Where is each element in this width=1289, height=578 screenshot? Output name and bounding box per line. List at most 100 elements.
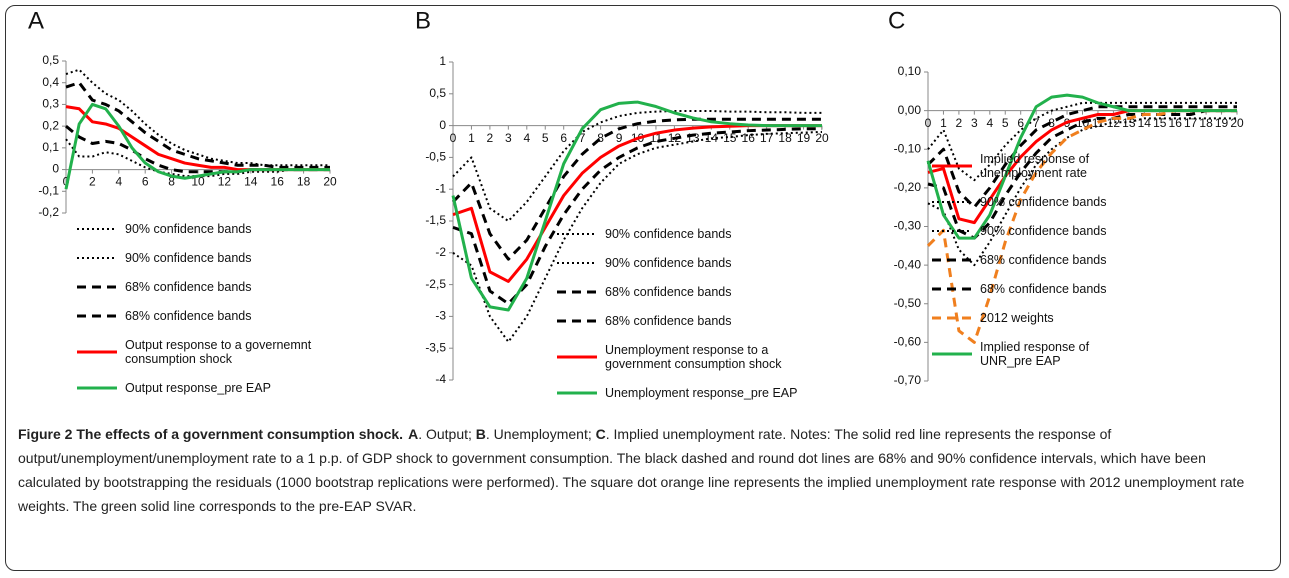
series-line [927,117,1237,267]
caption: Figure 2 The effects of a government con… [18,422,1263,518]
x-tick-label: 20 [1230,116,1244,130]
x-tick-label: 4 [115,175,122,189]
legend-swatch [932,316,972,320]
legend-item: 68% confidence bands [75,309,315,323]
x-tick-label: 6 [560,131,567,145]
legend-label: 90% confidence bands [125,222,252,236]
legend-swatch [932,230,972,232]
y-tick-label: -1 [435,181,446,195]
y-tick-label: -0,60 [894,335,922,349]
legend-item: Output response to a governemnt consumpt… [75,338,315,366]
x-tick-label: 16 [742,131,756,145]
legend-swatch [557,355,597,359]
y-tick-label: -3 [435,309,446,323]
legend-label: 90% confidence bands [125,251,252,265]
x-tick-label: 17 [760,131,774,145]
x-tick-label: 5 [542,131,549,145]
x-tick-label: 8 [1048,116,1055,130]
y-tick-label: -0,40 [894,257,922,271]
y-tick-label: -0,70 [894,373,922,387]
legend-label: 68% confidence bands [980,253,1107,267]
x-tick-label: 10 [191,175,205,189]
y-tick-label: 1 [439,54,446,68]
legend-label: 68% confidence bands [980,282,1107,296]
series-line [65,81,330,169]
caption-text: C [595,426,606,442]
y-tick-label: 0,10 [898,64,922,78]
y-tick-label: 0,00 [898,103,922,117]
y-tick-label: -4 [435,372,446,386]
legend-swatch [557,262,597,264]
legend-label: 68% confidence bands [605,314,732,328]
x-tick-label: 18 [297,175,311,189]
y-tick-label: -0,1 [38,183,59,197]
x-tick-label: 18 [1199,116,1213,130]
y-tick-label: 0,1 [42,140,59,154]
x-tick-label: 5 [1002,116,1009,130]
legend-label: Implied response of UNR_pre EAP [980,340,1090,368]
series-line [64,102,330,190]
caption-text: A [408,426,419,442]
legend-item: Implied response of UNR_pre EAP [930,340,1110,368]
y-tick-label: 0,5 [42,53,59,67]
legend-label: 68% confidence bands [605,285,732,299]
series-line [451,100,822,312]
caption-text: . Unemployment; [485,426,596,442]
y-tick-label: 0 [52,162,59,176]
x-tick-label: 8 [168,175,175,189]
legend-label: 68% confidence bands [125,309,252,323]
x-tick-label: 14 [244,175,258,189]
legend-item: 68% confidence bands [75,280,315,294]
x-tick-label: 20 [815,131,829,145]
legend-item: 90% confidence bands [930,195,1110,209]
y-tick-label: -0,20 [894,180,922,194]
x-tick-label: 8 [597,131,604,145]
legend-item: 68% confidence bands [555,285,815,299]
legend-label: 68% confidence bands [125,280,252,294]
series-line [452,109,822,222]
x-tick-label: 12 [218,175,232,189]
x-tick-label: 1 [940,116,947,130]
y-tick-label: -0,5 [425,150,446,164]
legend-item: 90% confidence bands [555,256,815,270]
legend-item: 68% confidence bands [930,282,1110,296]
x-tick-label: 2 [89,175,96,189]
legend-swatch [932,164,972,168]
legend-label: Unemployment response_pre EAP [605,386,798,400]
y-tick-label: -3,5 [425,340,446,354]
legend-swatch [932,352,972,356]
series-line [65,68,330,167]
y-tick-label: -0,10 [894,141,922,155]
legend-label: Implied response of unemployment rate [980,152,1090,180]
caption-text: Figure 2 The effects of a government con… [18,426,404,442]
x-tick-label: 7 [1033,116,1040,130]
chart: A-0,2-0,100,10,20,30,40,50 2 4 6 8 10 12 14 16 18… [28,7,337,219]
x-tick-label: 15 [1153,116,1167,130]
caption-text: B [475,426,486,442]
legend-item: Implied response of unemployment rate [930,152,1110,180]
legend-item: 90% confidence bands [75,222,315,236]
y-tick-label: 0,5 [429,86,446,100]
legend-swatch [77,228,117,230]
legend: 90% confidence bands 90% confidence bands… [555,227,815,415]
x-tick-label: 13 [1122,116,1136,130]
x-tick-label: 2 [487,131,494,145]
chart: B-4-3,5-3-2,5-2-1,5-1-0,500,510 1 2 3 4 5 6 7 8 9… [415,7,829,386]
legend-swatch [932,201,972,203]
x-tick-label: 2 [956,116,963,130]
x-tick-label: 20 [323,175,337,189]
legend-item: 90% confidence bands [930,224,1110,238]
x-tick-label: 16 [271,175,285,189]
legend-label: Output response_pre EAP [125,381,271,395]
legend-item: 90% confidence bands [555,227,815,241]
legend-item: 68% confidence bands [930,253,1110,267]
x-tick-label: 6 [142,175,149,189]
legend-label: 90% confidence bands [980,195,1107,209]
legend-swatch [77,386,117,390]
y-tick-label: -1,5 [425,213,446,227]
x-tick-label: 16 [1169,116,1183,130]
x-tick-label: 4 [986,116,993,130]
legend-label: 90% confidence bands [980,224,1107,238]
legend-swatch [77,257,117,259]
